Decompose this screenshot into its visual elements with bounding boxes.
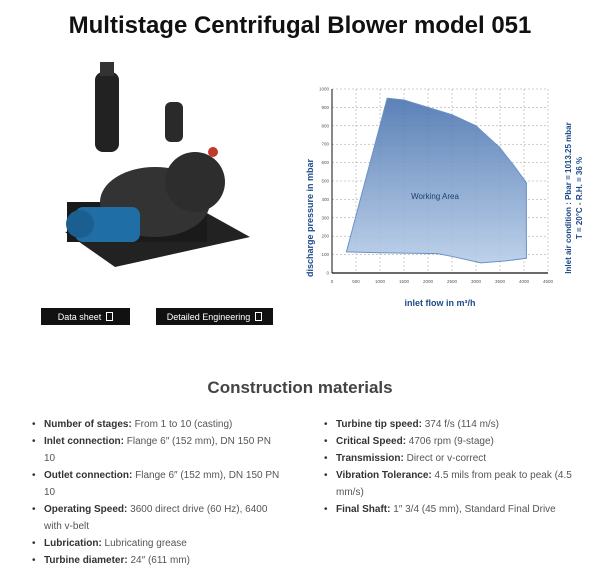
x-tick-label: 4000 <box>519 279 530 284</box>
y-tick-label: 400 <box>321 197 329 202</box>
x-axis-label: inlet flow in m³/h <box>405 298 476 308</box>
pdf-icon <box>255 312 263 321</box>
working-area-polygon <box>345 97 527 264</box>
x-tick-label: 0 <box>331 279 334 284</box>
x-tick-label: 1500 <box>399 279 410 284</box>
spec-list-right: Turbine tip speed: 374 f/s (114 m/s) Cri… <box>322 416 587 518</box>
y-tick-label: 700 <box>321 142 329 147</box>
y-tick-label: 600 <box>321 160 329 165</box>
spec-item: Critical Speed: 4706 rpm (9-stage) <box>322 433 587 450</box>
y-tick-label: 1000 <box>319 87 330 92</box>
spec-item: Final Shaft: 1″ 3/4 (45 mm), Standard Fi… <box>322 501 587 518</box>
detailed-engineering-label: Detailed Engineering <box>166 311 251 322</box>
x-tick-label: 4500 <box>543 279 554 284</box>
spec-item: Operating Speed: 3600 direct drive (60 H… <box>30 501 280 535</box>
y-axis-label: discharge pressure in mbar <box>305 158 315 277</box>
y-tick-label: 100 <box>321 252 329 257</box>
y-tick-label: 500 <box>321 179 329 184</box>
spec-item: Inlet connection: Flange 6″ (152 mm), DN… <box>30 433 280 467</box>
spec-item: Turbine tip speed: 374 f/s (114 m/s) <box>322 416 587 433</box>
data-sheet-label: Data sheet <box>57 311 102 322</box>
spec-item: Turbine diameter: 24″ (611 mm) <box>30 552 280 569</box>
side-note-2: T = 20°C - R.H. = 36 % <box>575 157 584 239</box>
x-tick-label: 2500 <box>447 279 458 284</box>
working-area-chart: 0 500 1000 1500 2000 2500 3000 3500 4000 4500 0 100… <box>305 87 584 309</box>
blower-image <box>65 62 250 267</box>
x-tick-label: 2000 <box>423 279 434 284</box>
x-tick-label: 1000 <box>375 279 386 284</box>
data-sheet-button[interactable]: Data sheet <box>41 308 130 325</box>
spec-list-left: Number of stages: From 1 to 10 (casting)… <box>30 416 280 569</box>
spec-item: Transmission: Direct or v-correct <box>322 450 587 467</box>
working-area-label: Working Area <box>411 192 459 201</box>
y-tick-label: 900 <box>321 105 329 110</box>
y-tick-label: 0 <box>326 271 329 276</box>
x-tick-label: 3000 <box>471 279 482 284</box>
spec-item: Outlet connection: Flange 6″ (152 mm), D… <box>30 467 280 501</box>
section-title: Construction materials <box>207 378 393 397</box>
x-tick-label: 3500 <box>495 279 506 284</box>
detailed-engineering-button[interactable]: Detailed Engineering <box>156 308 273 325</box>
y-tick-label: 800 <box>321 123 329 128</box>
y-tick-label: 300 <box>321 215 329 220</box>
page-title: Multistage Centrifugal Blower model 051 <box>68 12 532 39</box>
x-tick-label: 500 <box>352 279 360 284</box>
spec-item: Number of stages: From 1 to 10 (casting) <box>30 416 280 433</box>
spec-item: Vibration Tolerance: 4.5 mils from peak … <box>322 467 587 501</box>
pdf-icon <box>106 312 114 321</box>
y-tick-label: 200 <box>321 234 329 239</box>
side-note-1: Inlet air condition : Pbar = 1013.25 mba… <box>564 122 573 273</box>
spec-item: Lubrication: Lubricating grease <box>30 535 280 552</box>
